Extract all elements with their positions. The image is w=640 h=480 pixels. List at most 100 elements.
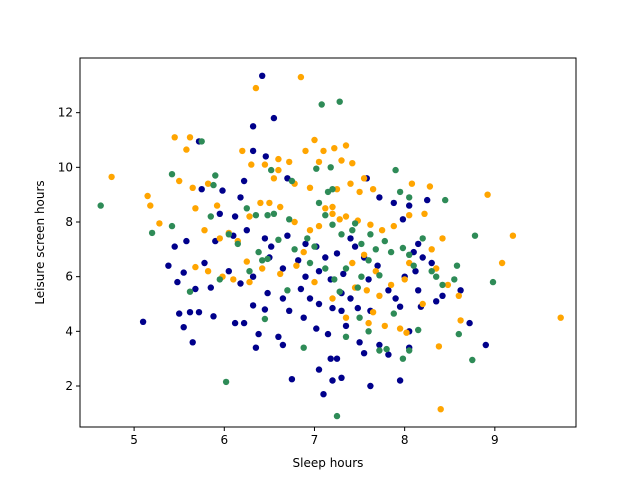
scatter-point-s0-113 <box>302 240 309 248</box>
scatter-point-s0-78 <box>313 325 320 332</box>
scatter-point-s1-60 <box>349 259 356 267</box>
scatter-point-s2-29 <box>336 98 343 105</box>
scatter-point-s2-7 <box>207 213 214 220</box>
scatter-point-s1-5 <box>183 146 190 153</box>
scatter-point-s0-17 <box>261 235 269 242</box>
scatter-point-s2-68 <box>442 196 449 204</box>
scatter-point-s1-85 <box>293 262 300 269</box>
scatter-point-s0-62 <box>385 351 392 358</box>
scatter-point-s0-68 <box>333 250 341 257</box>
scatter-point-s2-26 <box>300 344 307 351</box>
scatter-point-s1-97 <box>329 210 336 217</box>
scatter-point-s1-69 <box>403 329 410 336</box>
scatter-point-s1-42 <box>306 227 314 234</box>
scatter-point-s0-1 <box>270 114 278 122</box>
scatter-point-s2-12 <box>286 216 293 223</box>
scatter-point-s1-79 <box>435 343 443 350</box>
scatter-point-s2-25 <box>284 287 291 294</box>
scatter-point-s0-83 <box>351 243 359 250</box>
scatter-point-s1-56 <box>439 235 446 242</box>
scatter-point-s0-106 <box>439 292 446 299</box>
scatter-point-s0-59 <box>360 350 368 357</box>
scatter-point-s0-82 <box>347 235 354 242</box>
scatter-point-s1-39 <box>266 199 273 207</box>
scatter-point-s1-18 <box>230 276 237 283</box>
scatter-point-s2-17 <box>186 288 194 295</box>
scatter-point-s1-9 <box>204 180 212 187</box>
scatter-point-s1-2 <box>147 202 154 209</box>
scatter-point-s0-6 <box>198 186 205 193</box>
scatter-point-s0-88 <box>392 295 399 302</box>
scatter-point-s2-47 <box>419 235 426 242</box>
scatter-point-s0-10 <box>237 194 244 201</box>
scatter-point-s1-91 <box>257 199 264 207</box>
scatter-point-s1-49 <box>367 221 374 228</box>
scatter-point-s1-37 <box>360 175 368 182</box>
scatter-point-s2-6 <box>210 181 217 189</box>
scatter-point-s1-41 <box>291 218 298 226</box>
scatter-point-s2-20 <box>246 268 253 275</box>
scatter-point-s2-32 <box>268 166 275 174</box>
scatter-point-s2-34 <box>315 199 323 207</box>
scatter-point-s0-92 <box>399 216 407 223</box>
scatter-point-s2-35 <box>322 212 329 219</box>
scatter-point-s2-57 <box>322 265 329 272</box>
scatter-point-s0-112 <box>302 273 309 280</box>
scatter-point-s2-22 <box>291 246 298 253</box>
scatter-point-s1-15 <box>192 263 199 271</box>
scatter-point-s0-38 <box>286 307 293 314</box>
scatter-point-s2-37 <box>349 227 356 234</box>
y-tick-label: 4 <box>65 324 73 338</box>
scatter-point-s0-51 <box>189 339 196 346</box>
scatter-point-s0-31 <box>207 284 214 291</box>
scatter-point-s1-59 <box>401 276 408 283</box>
scatter-point-s0-49 <box>139 318 147 325</box>
scatter-point-s1-31 <box>342 142 350 149</box>
scatter-point-s1-63 <box>363 287 370 294</box>
scatter-point-s1-80 <box>437 406 444 413</box>
scatter-point-s2-10 <box>264 212 271 219</box>
scatter-point-s2-14 <box>234 240 241 248</box>
scatter-point-s2-49 <box>428 268 435 275</box>
scatter-point-s1-76 <box>498 259 506 267</box>
scatter-point-s1-88 <box>243 258 250 265</box>
scatter-point-s2-39 <box>338 231 345 238</box>
scatter-point-s1-20 <box>239 147 246 155</box>
scatter-point-s1-67 <box>381 322 388 330</box>
scatter-point-s0-58 <box>338 374 345 381</box>
x-tick-label: 6 <box>220 433 228 447</box>
scatter-point-s2-44 <box>387 248 395 256</box>
scatter-point-s1-94 <box>315 158 323 166</box>
scatter-point-s2-80 <box>342 333 350 340</box>
scatter-point-s0-98 <box>412 268 419 275</box>
scatter-point-s0-73 <box>315 300 323 308</box>
scatter-point-s1-96 <box>356 188 363 196</box>
scatter-point-s2-67 <box>439 281 446 289</box>
scatter-point-s1-84 <box>311 278 318 286</box>
scatter-point-s0-56 <box>333 355 341 362</box>
scatter-point-s0-103 <box>457 287 464 294</box>
scatter-point-s0-9 <box>219 187 226 194</box>
scatter-point-s0-28 <box>295 257 302 264</box>
scatter-point-s1-75 <box>484 191 491 198</box>
scatter-point-s1-93 <box>275 166 282 174</box>
scatter-point-s0-35 <box>297 285 305 293</box>
scatter-point-s0-42 <box>210 313 217 320</box>
scatter-point-s0-55 <box>327 355 334 362</box>
scatter-point-s0-36 <box>249 302 257 309</box>
scatter-point-s0-107 <box>396 303 404 310</box>
scatter-point-s1-98 <box>300 248 307 256</box>
scatter-point-s0-81 <box>356 339 363 346</box>
scatter-point-s2-46 <box>406 251 413 258</box>
scatter-point-s2-9 <box>252 212 260 219</box>
scatter-point-s1-77 <box>509 232 517 239</box>
scatter-point-s1-26 <box>297 73 305 81</box>
scatter-point-s1-73 <box>455 292 462 299</box>
scatter-point-s1-86 <box>277 270 284 278</box>
scatter-point-s1-82 <box>342 314 350 321</box>
scatter-point-s1-1 <box>144 192 151 200</box>
ticks-layer: 5 6 7 8 9 2 4 6 8 10 12 <box>58 106 499 447</box>
scatter-point-s0-85 <box>374 262 381 269</box>
scatter-point-s1-43 <box>315 222 323 230</box>
scatter-point-s1-61 <box>360 251 368 258</box>
